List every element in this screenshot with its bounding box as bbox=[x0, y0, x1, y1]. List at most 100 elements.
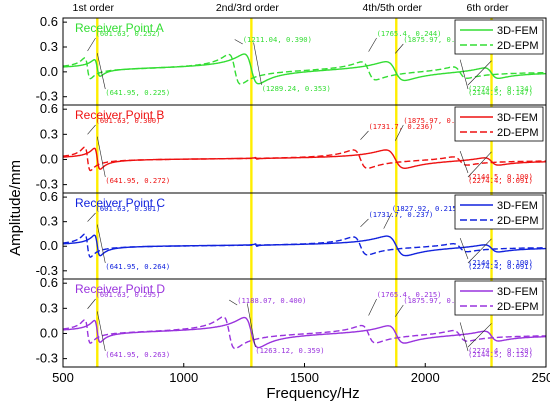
annotation-label: (2274.4, 0.134) bbox=[468, 84, 533, 93]
annotation-label: (1875.97, 0.223) bbox=[403, 116, 472, 125]
annotation-leader bbox=[96, 53, 106, 90]
annotation-leader bbox=[467, 151, 492, 178]
annotation-label: (1875.97, 0.223) bbox=[403, 35, 472, 44]
y-tick-label: -0.3 bbox=[36, 89, 58, 104]
y-tick-label: 0.3 bbox=[40, 214, 58, 229]
y-tick-label: 0.0 bbox=[40, 151, 58, 166]
legend: 3D-FEM 2D-EPM bbox=[454, 280, 544, 316]
annotation-label: (1827.92, 0.215) bbox=[392, 204, 461, 213]
annotation-leader bbox=[229, 299, 238, 306]
annotation-leader bbox=[96, 136, 106, 178]
y-tick-label: -0.3 bbox=[36, 351, 58, 366]
legend-label: 2D-EPM bbox=[497, 40, 539, 52]
y-tick-label: 0.3 bbox=[40, 126, 58, 141]
series-3d-fem bbox=[63, 147, 546, 170]
annotation-leader bbox=[459, 150, 469, 174]
annotation-leader bbox=[96, 311, 106, 352]
legend-label: 3D-FEM bbox=[497, 112, 538, 124]
annotation-label: (2274.4, 0.091) bbox=[468, 262, 533, 271]
panel-4: (601.63, 0.295) (641.95, 0.263) (1188.07, … bbox=[63, 280, 546, 359]
annotation-leader bbox=[87, 124, 96, 135]
annotation-label: (641.95, 0.225) bbox=[105, 88, 170, 97]
panel-title: Receiver Point A bbox=[75, 21, 164, 35]
series-2d-epm bbox=[63, 146, 546, 172]
annotation-label: (1731.7, 0.236) bbox=[368, 122, 433, 131]
annotation-label: (641.95, 0.272) bbox=[105, 176, 170, 185]
annotation-label: (2274.4, 0.120) bbox=[468, 346, 533, 355]
annotation-label: (641.95, 0.263) bbox=[105, 350, 170, 359]
series-3d-fem bbox=[63, 234, 546, 257]
legend: 3D-FEM 2D-EPM bbox=[454, 106, 544, 142]
annotation-leader bbox=[246, 303, 256, 348]
legend-label: 2D-EPM bbox=[497, 215, 539, 227]
annotation-leader bbox=[87, 212, 96, 222]
annotation-label: (601.63, 0.252) bbox=[96, 29, 161, 38]
panel-1: (601.63, 0.252) (641.95, 0.225) (1211.04, … bbox=[63, 19, 546, 97]
annotation-label: (2144.5, 0.132) bbox=[468, 350, 533, 359]
panel-title: Receiver Point C bbox=[75, 196, 165, 210]
y-tick-label: 0.6 bbox=[40, 101, 58, 116]
y-tick-label: 0.0 bbox=[40, 325, 58, 340]
annotation-leader bbox=[368, 37, 377, 52]
y-tick-label: 0.6 bbox=[40, 275, 58, 290]
order-label: 1st order bbox=[73, 2, 115, 14]
legend: 3D-FEM 2D-EPM bbox=[454, 194, 544, 230]
annotation-label: (641.95, 0.264) bbox=[105, 262, 170, 271]
annotation-leader bbox=[360, 218, 369, 228]
annotation-label: (2144.5, 0.147) bbox=[468, 88, 533, 97]
annotation-label: (1765.4, 0.215) bbox=[377, 290, 442, 299]
y-tick-label: 0.0 bbox=[40, 238, 58, 253]
annotation-leader bbox=[383, 212, 392, 229]
x-tick-label: 2000 bbox=[411, 370, 440, 385]
annotation-leader bbox=[459, 322, 469, 352]
series-2d-epm bbox=[63, 53, 546, 85]
x-tick-label: 500 bbox=[52, 370, 74, 385]
x-tick-label: 2500 bbox=[532, 370, 550, 385]
order-label: 4th/5th order bbox=[362, 2, 422, 14]
annotation-leader bbox=[87, 37, 96, 52]
annotation-leader bbox=[234, 39, 243, 45]
legend-label: 3D-FEM bbox=[497, 286, 538, 298]
annotation-label: (601.63, 0.295) bbox=[96, 290, 161, 299]
panels-layer: (601.63, 0.252) (641.95, 0.225) (1211.04, … bbox=[63, 19, 546, 359]
annotation-leader bbox=[96, 224, 106, 264]
y-tick-label: 0.3 bbox=[40, 39, 58, 54]
legend: 3D-FEM 2D-EPM bbox=[454, 19, 544, 55]
x-tick-label: 1500 bbox=[290, 370, 319, 385]
axes-layer: 0.60.30.0-0.30.60.30.0-0.30.60.30.0-0.30… bbox=[36, 14, 550, 385]
y-tick-label: 0.3 bbox=[40, 300, 58, 315]
panel-title: Receiver Point D bbox=[75, 282, 165, 296]
annotation-label: (601.63, 0.300) bbox=[96, 116, 161, 125]
annotation-label: (2144.5, 0.100) bbox=[468, 258, 533, 267]
annotation-label: (1263.12, 0.359) bbox=[255, 346, 324, 355]
annotation-label: (1875.97, 0.200) bbox=[403, 296, 472, 305]
annotation-leader bbox=[459, 59, 469, 90]
panel-2: (601.63, 0.300) (641.95, 0.272) (1731.7, 0… bbox=[63, 106, 546, 185]
annotation-leader bbox=[368, 298, 377, 316]
annotation-label: (1188.07, 0.400) bbox=[237, 296, 306, 305]
panel-title: Receiver Point B bbox=[75, 108, 164, 122]
x-axis-label: Frequency/Hz bbox=[266, 385, 359, 402]
annotation-leader bbox=[360, 130, 369, 140]
legend-label: 2D-EPM bbox=[497, 127, 539, 139]
annotation-label: (601.63, 0.301) bbox=[96, 204, 161, 213]
annotation-label: (2144.5, 0.100) bbox=[468, 172, 533, 181]
legend-label: 3D-FEM bbox=[497, 200, 538, 212]
annotation-leader bbox=[459, 237, 469, 260]
y-tick-label: 0.6 bbox=[40, 14, 58, 29]
order-label: 2nd/3rd order bbox=[216, 2, 280, 14]
annotation-leader bbox=[467, 323, 492, 348]
x-tick-label: 1000 bbox=[169, 370, 198, 385]
order-label: 6th order bbox=[467, 2, 510, 14]
annotation-leader bbox=[87, 298, 96, 309]
annotation-label: (1731.7, 0.237) bbox=[368, 210, 433, 219]
y-tick-label: 0.6 bbox=[40, 189, 58, 204]
annotation-label: (1289.24, 0.353) bbox=[262, 84, 331, 93]
annotation-label: (1211.04, 0.390) bbox=[243, 35, 312, 44]
annotation-leader bbox=[395, 124, 404, 141]
panel-3: (601.63, 0.301) (641.95, 0.264) (1731.7, 0… bbox=[63, 194, 546, 271]
annotation-leader bbox=[395, 304, 404, 317]
series-3d-fem bbox=[63, 316, 546, 349]
y-tick-label: -0.3 bbox=[36, 263, 58, 278]
